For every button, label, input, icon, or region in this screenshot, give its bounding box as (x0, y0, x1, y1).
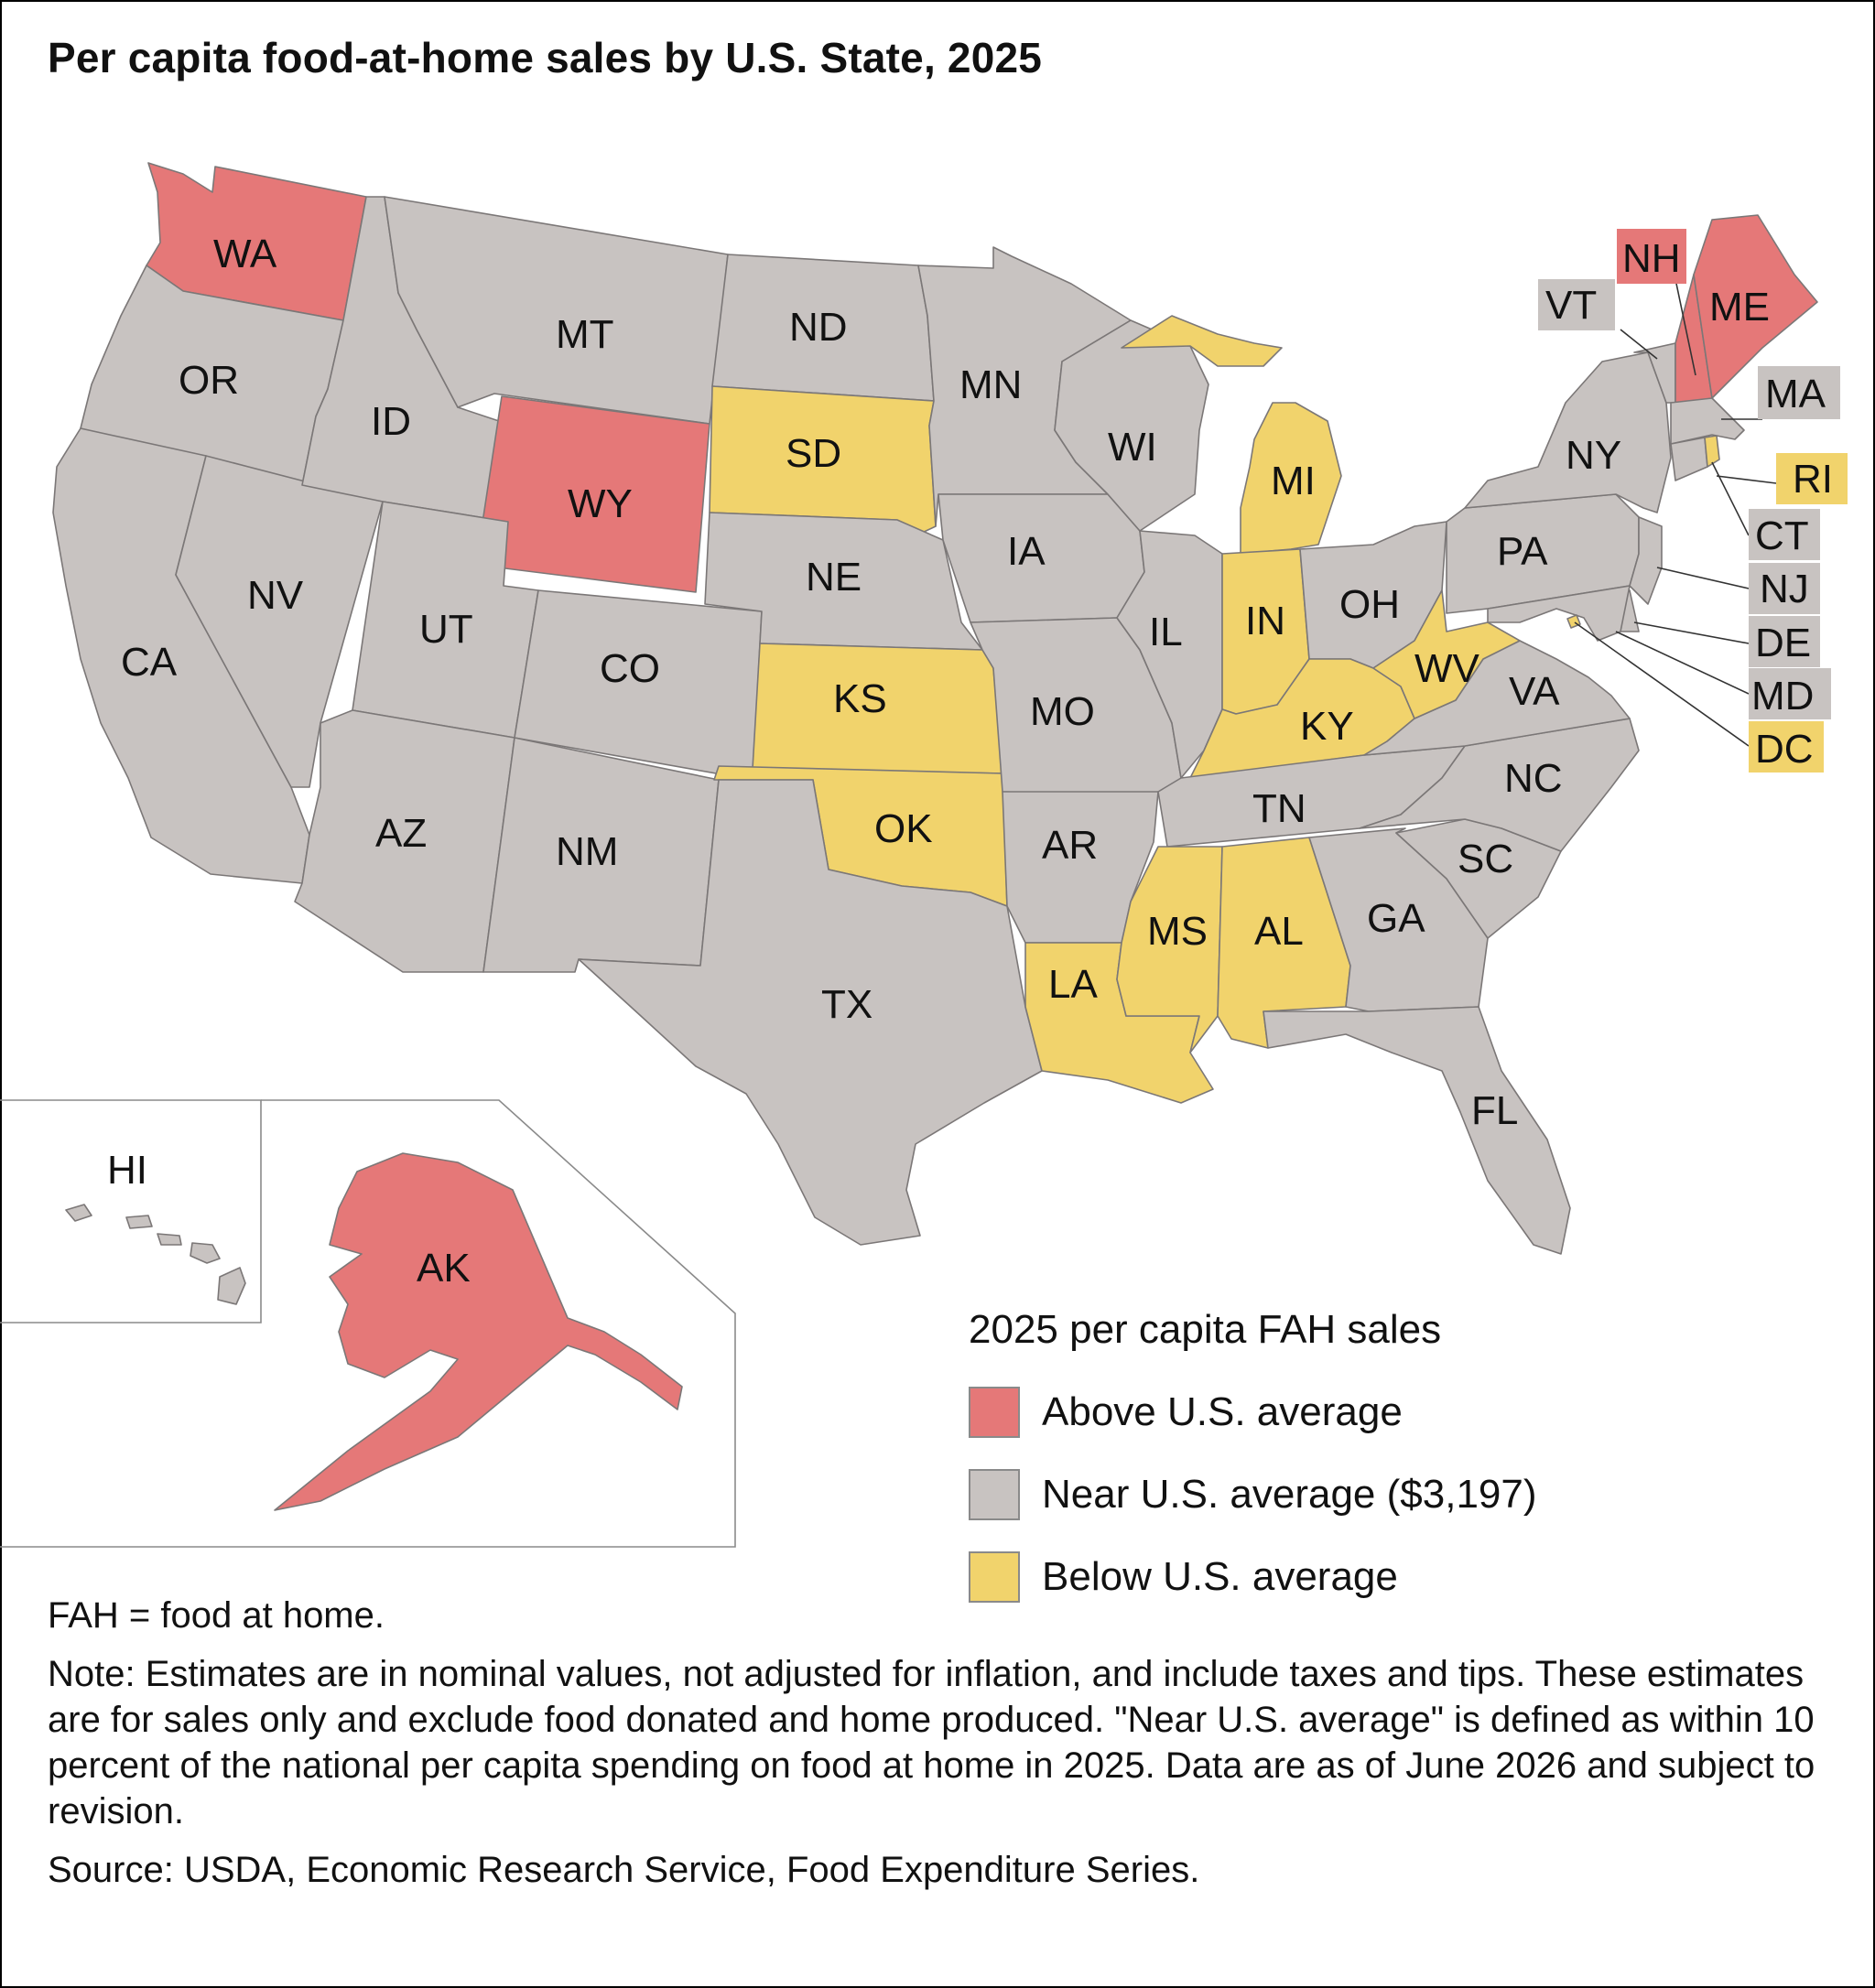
state-ga[interactable] (1308, 827, 1489, 1012)
state-wv[interactable] (1372, 589, 1521, 719)
label-va: VA (1509, 669, 1560, 714)
label-la: LA (1048, 962, 1098, 1007)
legend-swatch-near (969, 1469, 1020, 1520)
notes-block: FAH = food at home. Note: Estimates are … (48, 1593, 1842, 1906)
label-nh: NH (1622, 236, 1681, 281)
label-wi: WI (1108, 425, 1157, 470)
label-vt: VT (1545, 283, 1597, 328)
legend-item-above: Above U.S. average (969, 1371, 1537, 1453)
label-or: OR (179, 358, 239, 403)
label-ms: MS (1147, 909, 1208, 954)
us-state-map: WA OR CA NV ID MT WY UT AZ CO NM ND SD N… (0, 162, 1848, 1548)
label-mt: MT (556, 312, 614, 357)
label-ut: UT (419, 607, 473, 652)
state-hi[interactable] (65, 1204, 246, 1305)
label-ca: CA (121, 640, 178, 685)
label-tx: TX (821, 982, 872, 1027)
label-nd: ND (789, 305, 848, 350)
small-state-label-boxes (1538, 229, 1848, 773)
label-sd: SD (786, 431, 841, 476)
label-il: IL (1149, 610, 1183, 654)
label-ri: RI (1793, 457, 1833, 502)
label-mi: MI (1271, 459, 1316, 503)
abbreviation-note: FAH = food at home. (48, 1595, 385, 1636)
state-tx[interactable] (578, 779, 1043, 1246)
label-pa: PA (1497, 529, 1548, 574)
state-ri[interactable] (1704, 435, 1720, 468)
state-nj[interactable] (1629, 516, 1663, 605)
label-al: AL (1254, 909, 1304, 954)
label-ia: IA (1007, 529, 1046, 574)
label-nv: NV (247, 573, 304, 618)
legend-item-near: Near U.S. average ($3,197) (969, 1453, 1537, 1536)
label-nj: NJ (1760, 567, 1809, 611)
state-ak[interactable] (274, 1152, 683, 1511)
label-co: CO (600, 646, 660, 691)
label-in: IN (1245, 599, 1285, 643)
label-ok: OK (874, 806, 933, 851)
label-hi: HI (107, 1148, 147, 1193)
map-title: Per capita food-at-home sales by U.S. St… (48, 34, 1043, 81)
state-nc[interactable] (1359, 718, 1640, 852)
state-va[interactable] (1363, 640, 1631, 756)
legend-title: 2025 per capita FAH sales (969, 1307, 1442, 1352)
state-md[interactable] (1487, 585, 1631, 642)
state-dc[interactable] (1566, 614, 1581, 629)
label-oh: OH (1339, 582, 1400, 627)
state-labels: WA OR CA NV ID MT WY UT AZ CO NM ND SD N… (107, 232, 1833, 1291)
label-mo: MO (1030, 689, 1095, 734)
inset-frames (0, 1099, 736, 1548)
legend-swatch-above (969, 1387, 1020, 1438)
state-wy[interactable] (475, 395, 710, 593)
state-ct[interactable] (1670, 437, 1708, 481)
legend-label-below: Below U.S. average (1042, 1554, 1398, 1599)
label-wv: WV (1414, 646, 1480, 691)
label-ma: MA (1765, 372, 1826, 416)
state-mi[interactable] (1121, 315, 1342, 555)
legend: 2025 per capita FAH sales Above U.S. ave… (969, 1307, 1537, 1618)
label-mn: MN (959, 362, 1022, 407)
states-layer (52, 162, 1818, 1511)
legend-label-above: Above U.S. average (1042, 1389, 1403, 1434)
label-ky: KY (1300, 704, 1354, 749)
label-wy: WY (568, 481, 633, 526)
label-me: ME (1709, 285, 1770, 330)
legend-label-near: Near U.S. average ($3,197) (1042, 1472, 1537, 1517)
label-sc: SC (1458, 837, 1513, 881)
label-fl: FL (1471, 1088, 1518, 1133)
label-ga: GA (1367, 896, 1425, 941)
leader-lines (1574, 278, 1777, 747)
legend-item-below: Below U.S. average (969, 1536, 1537, 1618)
methodology-note: Note: Estimates are in nominal values, n… (48, 1654, 1815, 1831)
label-nc: NC (1504, 756, 1563, 801)
label-tn: TN (1252, 786, 1306, 831)
label-ar: AR (1042, 823, 1098, 868)
label-ne: NE (806, 555, 862, 600)
state-me[interactable] (1693, 214, 1818, 399)
state-fl[interactable] (1263, 1006, 1571, 1255)
label-ak: AK (417, 1246, 471, 1291)
source-note: Source: USDA, Economic Research Service,… (48, 1850, 1200, 1890)
label-md: MD (1751, 674, 1814, 718)
legend-swatch-below (969, 1551, 1020, 1603)
label-de: DE (1755, 621, 1811, 665)
label-ks: KS (833, 676, 887, 721)
label-dc: DC (1755, 727, 1814, 772)
label-wa: WA (213, 232, 277, 276)
label-id: ID (371, 399, 411, 444)
label-ny: NY (1566, 433, 1621, 478)
label-nm: NM (556, 829, 618, 874)
label-az: AZ (375, 811, 427, 856)
label-ct: CT (1755, 513, 1809, 558)
